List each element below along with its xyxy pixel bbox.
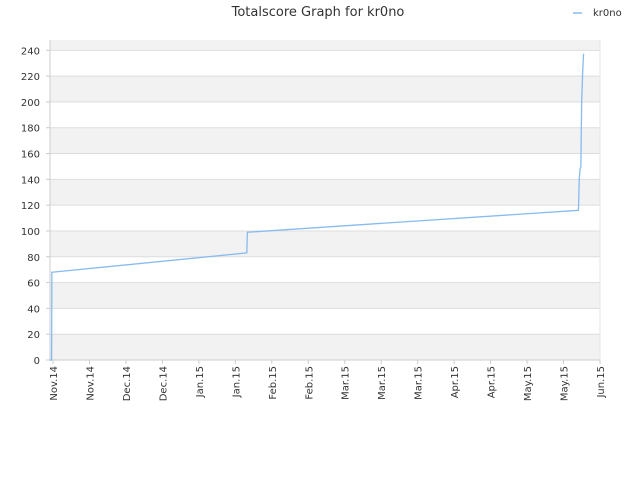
series-line-kr0no <box>50 54 585 361</box>
plot-band <box>50 76 600 102</box>
plot-background-bands <box>50 40 600 360</box>
legend: kr0no <box>573 8 622 19</box>
x-tick-label: Feb.15 <box>304 366 315 400</box>
plot-band <box>50 282 600 309</box>
x-tick-label: Dec.14 <box>158 366 169 401</box>
plot-band <box>50 153 600 180</box>
grid-lines <box>49 40 601 361</box>
x-tick-label: Apr.15 <box>450 366 461 398</box>
data-point <box>51 271 53 273</box>
data-point <box>246 252 248 254</box>
data-point <box>49 359 51 361</box>
series-layer <box>49 53 585 361</box>
x-tick-label: Jan.15 <box>231 366 242 398</box>
y-tick-label: 20 <box>27 330 40 341</box>
plot-band <box>50 334 600 360</box>
y-tick-label: 180 <box>21 124 40 135</box>
plot-band <box>50 127 600 154</box>
y-tick-label: 80 <box>27 253 40 264</box>
x-tick-label: May.15 <box>560 366 571 401</box>
plot-band <box>50 308 600 335</box>
data-point <box>582 69 584 71</box>
x-tick-label: Feb.15 <box>268 366 279 400</box>
plot-band <box>50 50 600 77</box>
x-tick-label: Nov.14 <box>49 366 60 401</box>
y-tick-label: 200 <box>21 98 40 109</box>
data-point <box>578 178 580 180</box>
y-tick-label: 100 <box>21 227 40 238</box>
plot-band <box>50 101 600 128</box>
x-tick-label: Mar.15 <box>341 366 352 400</box>
plot-band <box>50 256 600 283</box>
x-tick-label: Mar.15 <box>377 366 388 400</box>
x-tick-label: Mar.15 <box>414 366 425 400</box>
data-point <box>580 165 582 168</box>
y-tick-label: 40 <box>27 304 40 315</box>
x-tick-label: Apr.15 <box>487 366 498 398</box>
chart-title: Totalscore Graph for kr0no <box>231 5 405 20</box>
y-tick-label: 140 <box>21 175 40 186</box>
data-point <box>582 53 585 55</box>
x-tick-label: May.15 <box>523 366 534 401</box>
x-tick-label: Jun.15 <box>596 366 607 399</box>
data-point <box>579 168 581 170</box>
x-tick-label: Jan.15 <box>195 366 206 398</box>
data-point <box>581 101 583 103</box>
plot-band <box>50 40 600 51</box>
y-tick-label: 160 <box>21 150 40 161</box>
y-tick-label: 240 <box>21 46 40 57</box>
plot-band <box>50 230 600 257</box>
data-point <box>246 231 248 233</box>
plot-band <box>50 179 600 206</box>
y-tick-label: 60 <box>27 279 40 290</box>
data-point <box>51 359 53 361</box>
y-tick-label: 120 <box>21 201 40 212</box>
x-axis-ticks: Nov.14 Nov.14 Dec.14 Dec.14 Jan.15 Jan.15 Feb.… <box>49 360 607 401</box>
y-tick-label: 0 <box>34 356 40 367</box>
x-tick-label: Dec.14 <box>122 366 133 401</box>
legend-label-kr0no: kr0no <box>593 8 622 19</box>
x-tick-label: Nov.14 <box>85 366 96 401</box>
data-point <box>577 209 580 211</box>
y-axis-ticks: 0 20 40 60 80 100 120 140 160 180 200 220 240 <box>21 46 50 367</box>
y-tick-label: 220 <box>21 72 40 83</box>
